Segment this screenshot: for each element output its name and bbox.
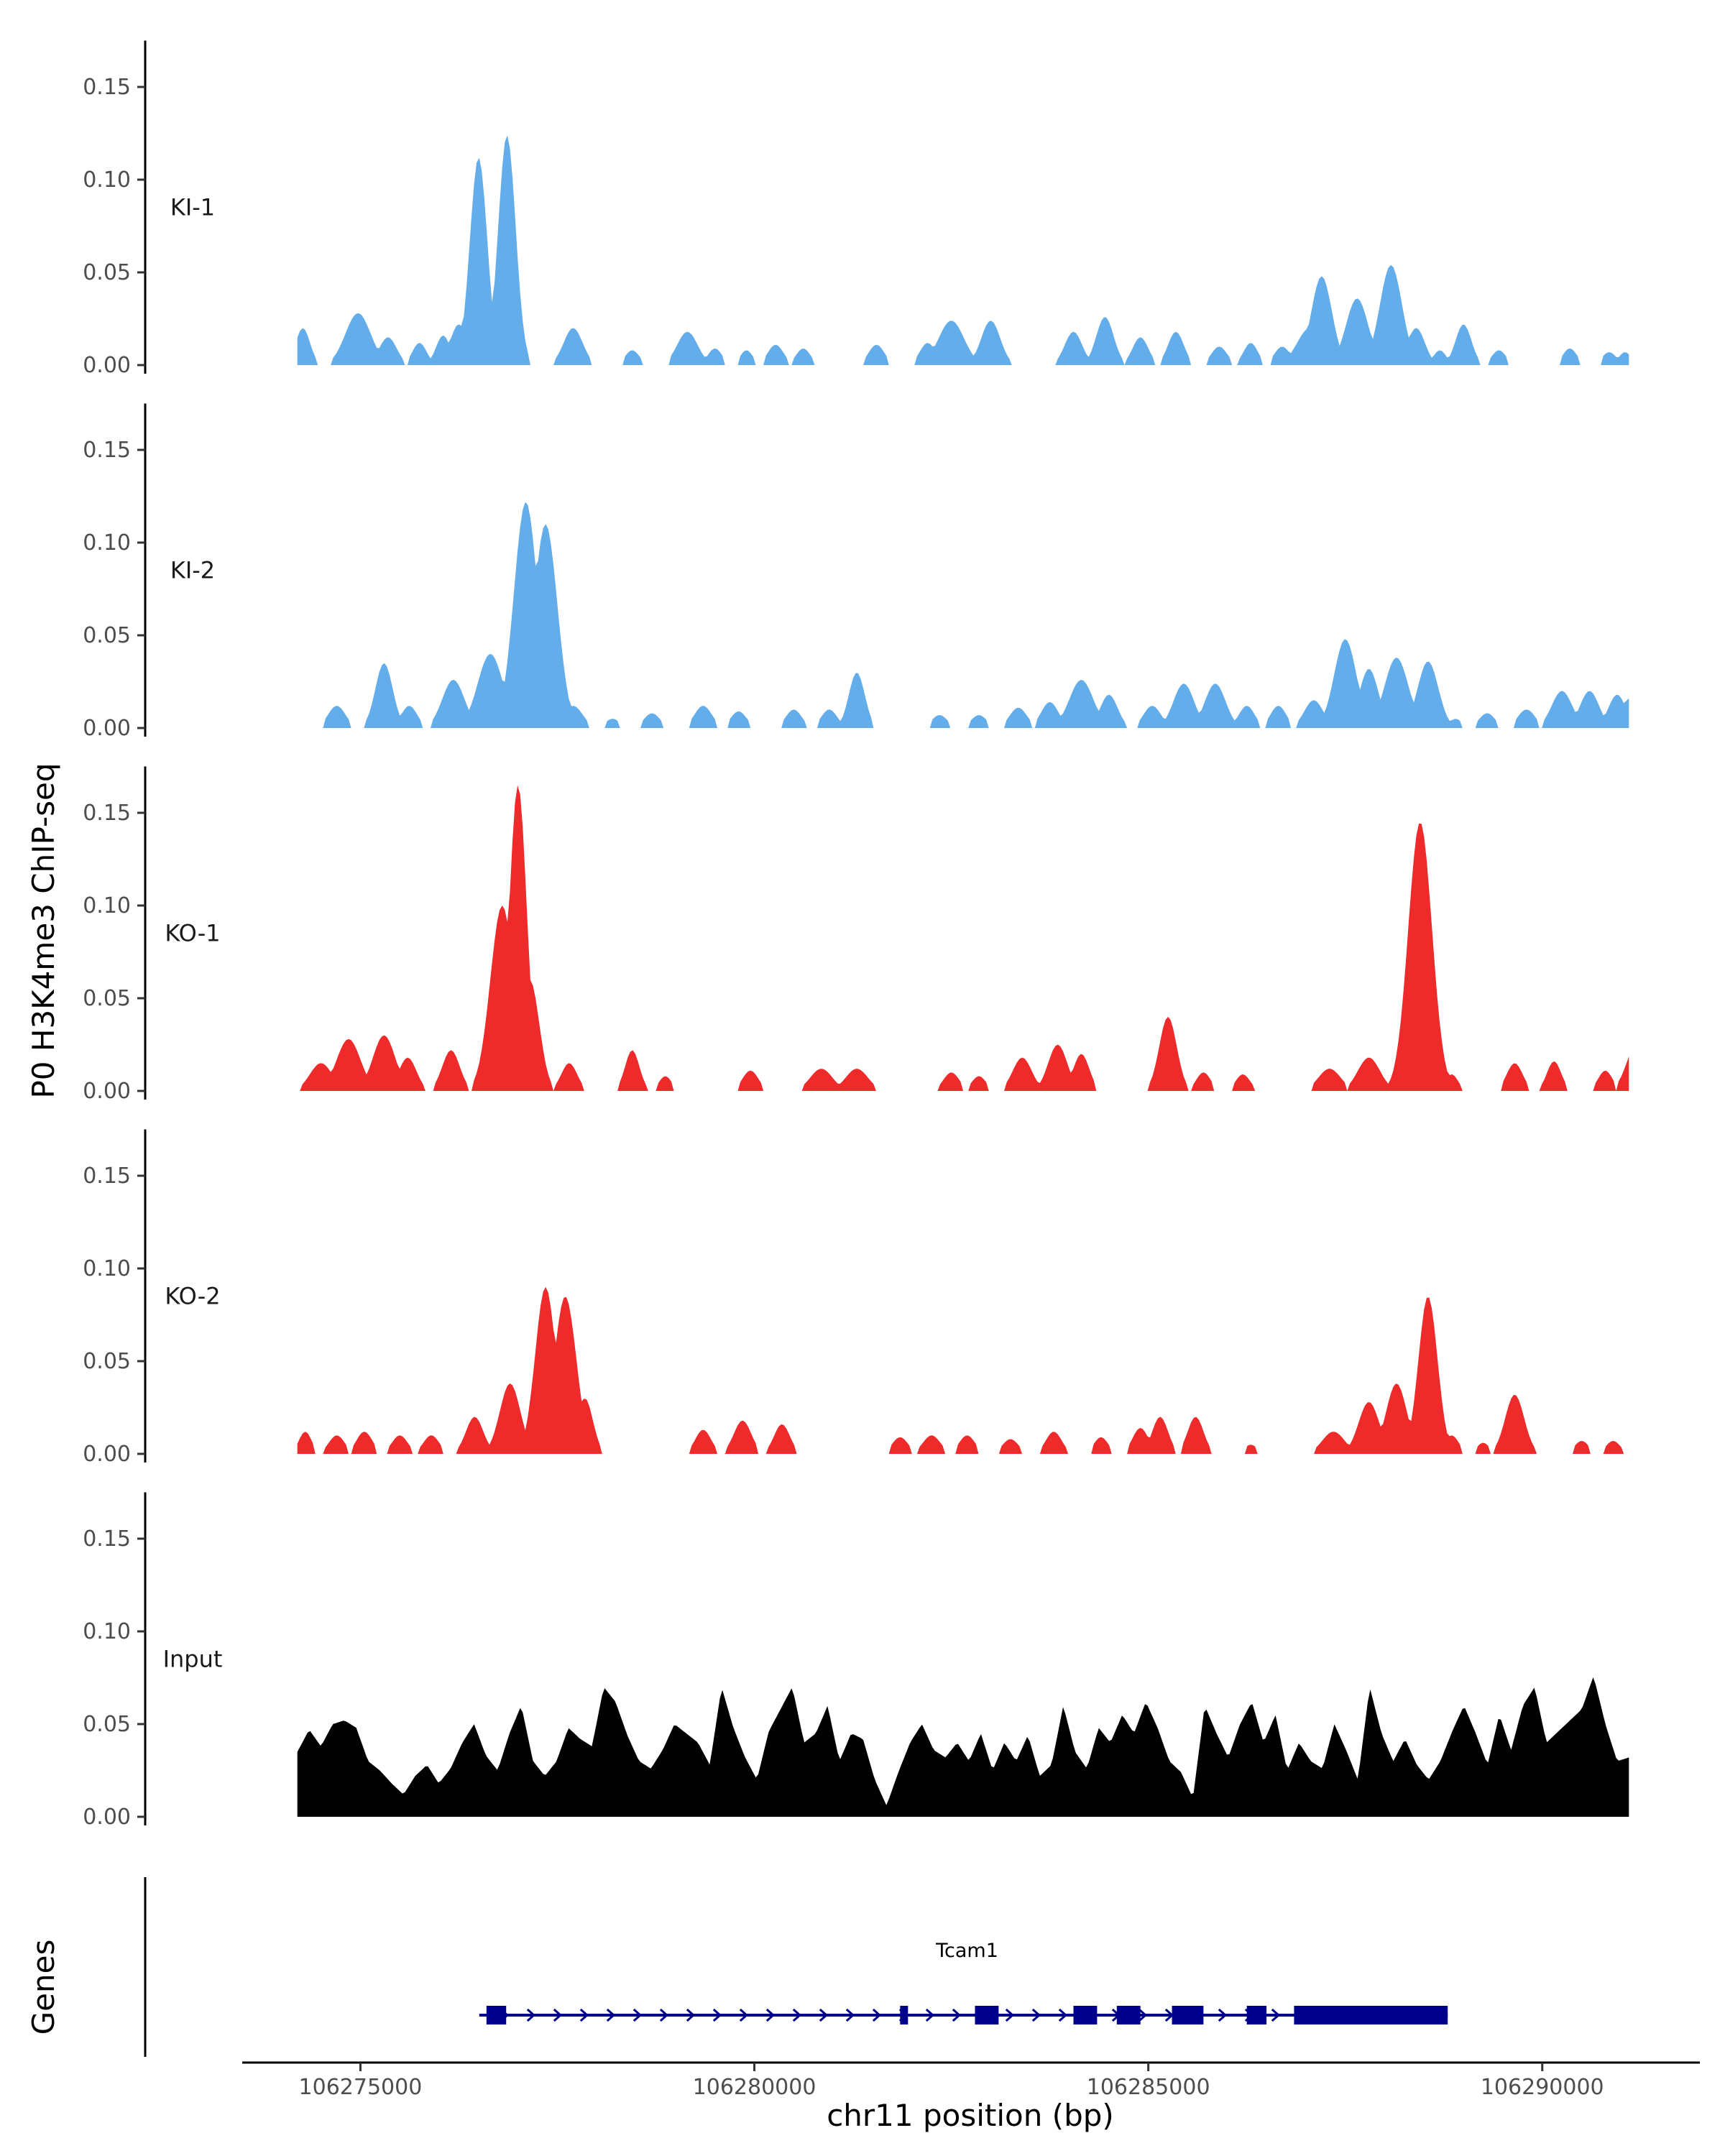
track-ki-1: 0.00 0.05 0.10 0.15 KI-1 xyxy=(83,40,1629,378)
gene-exon xyxy=(975,2006,999,2024)
track-ko-2: 0.00 0.05 0.10 0.15 KO-2 xyxy=(83,1129,1629,1467)
y-tick-label: 0.00 xyxy=(83,1805,131,1830)
gene-exon xyxy=(1246,2006,1267,2024)
strand-arrow-icon xyxy=(632,2008,643,2022)
track-label: KO-2 xyxy=(165,1283,220,1310)
track-label: Input xyxy=(163,1646,223,1673)
y-tick-label: 0.15 xyxy=(83,1164,131,1189)
strand-arrow-icon xyxy=(845,2008,855,2022)
y-tick-label: 0.00 xyxy=(83,1079,131,1104)
x-tick-label: 106280000 xyxy=(693,2075,816,2100)
y-tick-label: 0.10 xyxy=(83,1619,131,1644)
strand-arrow-icon xyxy=(659,2008,669,2022)
strand-arrow-icon xyxy=(712,2008,722,2022)
y-tick-label: 0.00 xyxy=(83,353,131,378)
strand-arrow-icon xyxy=(1271,2008,1281,2022)
track-label: KI-1 xyxy=(170,194,215,221)
gene-exon xyxy=(1172,2006,1204,2024)
strand-arrow-icon xyxy=(819,2008,829,2022)
y-tick-label: 0.05 xyxy=(83,260,131,285)
genes-axis-title: Genes xyxy=(26,1940,61,2035)
y-tick-label: 0.00 xyxy=(83,716,131,741)
x-axis-title: chr11 position (bp) xyxy=(827,2098,1114,2133)
gene-exon xyxy=(486,2006,507,2024)
y-tick-label: 0.05 xyxy=(83,986,131,1011)
gene-exon xyxy=(1116,2006,1141,2024)
gene-exon xyxy=(1073,2006,1098,2024)
track-label: KI-2 xyxy=(170,557,215,584)
x-tick-label: 106285000 xyxy=(1087,2075,1210,2100)
signal-area-ko-2 xyxy=(297,1286,1629,1454)
y-tick-label: 0.15 xyxy=(83,438,131,463)
y-axis-title: P0 H3K4me3 ChIP-seq xyxy=(26,763,61,1098)
signal-area-ki-1 xyxy=(297,135,1629,365)
strand-arrow-icon xyxy=(1218,2008,1228,2022)
y-tick-label: 0.05 xyxy=(83,623,131,648)
strand-arrow-icon xyxy=(579,2008,589,2022)
gene-exon xyxy=(1294,2006,1448,2024)
y-tick-label: 0.00 xyxy=(83,1442,131,1467)
y-tick-label: 0.10 xyxy=(83,167,131,193)
strand-arrow-icon xyxy=(925,2008,935,2022)
y-tick-label: 0.10 xyxy=(83,530,131,556)
strand-arrow-icon xyxy=(606,2008,616,2022)
y-tick-label: 0.10 xyxy=(83,1256,131,1281)
strand-arrow-icon xyxy=(1058,2008,1068,2022)
strand-arrow-icon xyxy=(739,2008,749,2022)
y-tick-label: 0.15 xyxy=(83,801,131,826)
strand-arrow-icon xyxy=(686,2008,696,2022)
strand-arrow-icon xyxy=(526,2008,536,2022)
y-tick-label: 0.05 xyxy=(83,1712,131,1737)
strand-arrow-icon xyxy=(952,2008,962,2022)
track-label: KO-1 xyxy=(165,920,220,947)
x-tick-label: 106290000 xyxy=(1481,2075,1604,2100)
strand-arrow-icon xyxy=(1005,2008,1015,2022)
signal-area-ko-1 xyxy=(297,785,1629,1091)
signal-panels: 0.00 0.05 0.10 0.15 KI-1 0.00 0.05 0.10 0.15 KI-2… xyxy=(83,40,1629,1830)
gene-exon xyxy=(900,2006,908,2024)
x-axis: 106275000 106280000 106285000 106290000 xyxy=(242,2061,1700,2100)
signal-area-input xyxy=(297,1677,1629,1817)
track-ki-2: 0.00 0.05 0.10 0.15 KI-2 xyxy=(83,403,1629,741)
gene-name-label: Tcam1 xyxy=(935,1940,998,1962)
strand-arrow-icon xyxy=(765,2008,776,2022)
strand-arrow-icon xyxy=(1138,2008,1148,2022)
strand-arrow-icon xyxy=(792,2008,802,2022)
track-ko-1: 0.00 0.05 0.10 0.15 KO-1 xyxy=(83,766,1629,1104)
signal-area-ki-2 xyxy=(297,502,1629,728)
track-input: 0.00 0.05 0.10 0.15 Input xyxy=(83,1492,1629,1830)
strand-arrow-icon xyxy=(553,2008,563,2022)
strand-arrow-icon xyxy=(872,2008,882,2022)
strand-arrow-icon xyxy=(1031,2008,1041,2022)
y-tick-label: 0.10 xyxy=(83,893,131,918)
y-tick-label: 0.15 xyxy=(83,75,131,100)
gene-panel: Tcam1 xyxy=(144,1877,1448,2057)
y-tick-label: 0.15 xyxy=(83,1526,131,1552)
x-tick-label: 106275000 xyxy=(299,2075,423,2100)
y-tick-label: 0.05 xyxy=(83,1349,131,1374)
